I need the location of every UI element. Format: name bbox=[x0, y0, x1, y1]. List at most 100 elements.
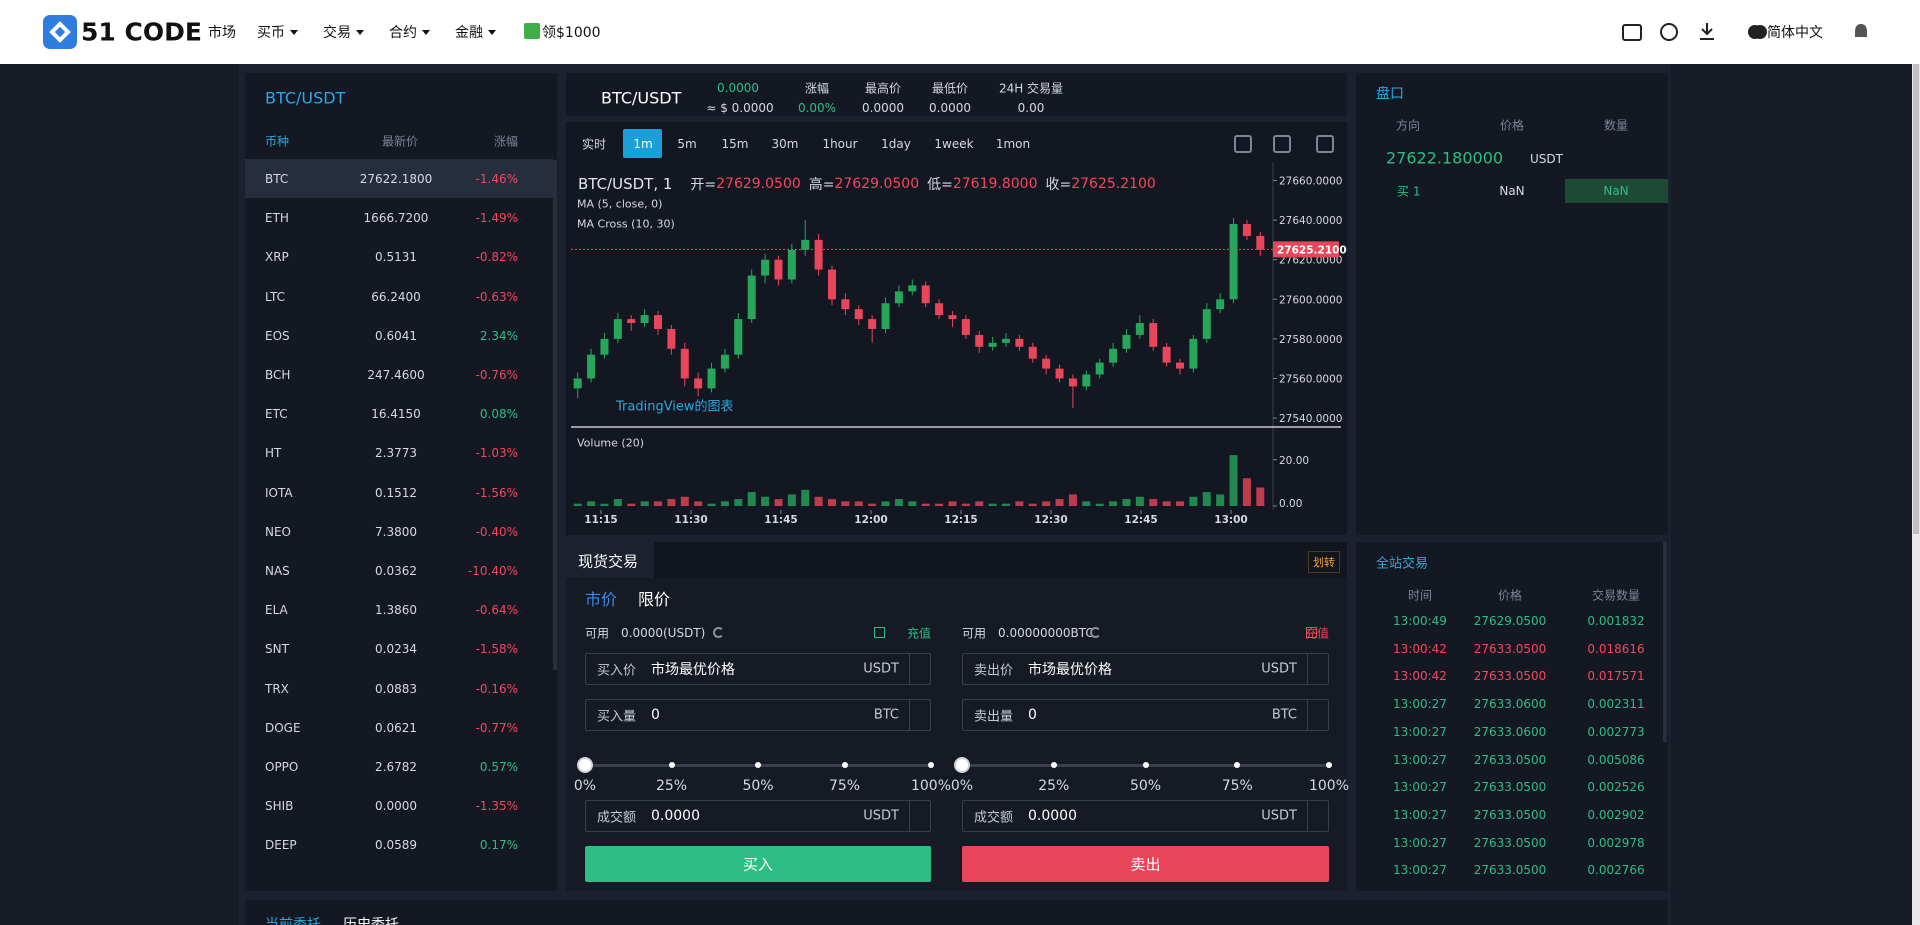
market-symbol[interactable]: ETC bbox=[265, 407, 288, 422]
order-type[interactable]: 市价 bbox=[585, 590, 618, 609]
language[interactable]: 简体中文 bbox=[1767, 25, 1823, 41]
input-field[interactable] bbox=[962, 653, 1329, 685]
interval-button[interactable]: 1m bbox=[633, 137, 653, 151]
nav-item[interactable]: 合约 bbox=[389, 25, 417, 41]
transfer-button[interactable]: 划转 bbox=[1308, 551, 1340, 573]
sell-button[interactable] bbox=[962, 846, 1329, 882]
market-symbol[interactable]: EOS bbox=[265, 328, 290, 343]
market-symbol[interactable]: SHIB bbox=[265, 799, 294, 814]
input-field[interactable] bbox=[585, 699, 931, 731]
slider-dot[interactable] bbox=[954, 757, 970, 773]
slider-dot[interactable] bbox=[755, 762, 761, 768]
interval-button[interactable]: 1week bbox=[934, 137, 974, 151]
stepper[interactable] bbox=[1307, 653, 1329, 685]
market-symbol[interactable]: OPPO bbox=[265, 760, 299, 774]
sell-button-label[interactable]: 卖出 bbox=[1130, 855, 1161, 874]
orders-tab[interactable]: 历史委托 bbox=[343, 917, 399, 925]
stepper[interactable] bbox=[1307, 699, 1329, 731]
market-symbol[interactable]: HT bbox=[265, 446, 282, 461]
legend-open: 27629.0500 bbox=[716, 176, 801, 192]
orderbook-side: 买 1 bbox=[1397, 184, 1421, 199]
scrollbar-thumb[interactable] bbox=[1913, 64, 1919, 534]
interval-button[interactable]: 5m bbox=[677, 137, 697, 151]
market-symbol[interactable]: IOTA bbox=[265, 485, 293, 500]
interval-button[interactable]: 30m bbox=[771, 137, 799, 151]
market-symbol[interactable]: NEO bbox=[265, 524, 292, 539]
buy-button[interactable] bbox=[585, 846, 931, 882]
deposit-icon[interactable] bbox=[874, 627, 885, 638]
ohlc-legend: BTC/USDT, 1 开= 27629.0500 高= 27629.0500 低= 276… bbox=[578, 174, 1156, 194]
nav-item[interactable]: 买币 bbox=[257, 25, 285, 41]
chart-tool-icon[interactable] bbox=[1234, 135, 1252, 153]
deposit-icon[interactable] bbox=[1306, 627, 1317, 638]
market-symbol[interactable]: NAS bbox=[265, 564, 290, 578]
input-field[interactable] bbox=[962, 699, 1329, 731]
market-change: -10.40% bbox=[467, 564, 518, 578]
stepper[interactable] bbox=[1307, 800, 1329, 832]
interval-button[interactable]: 1day bbox=[881, 137, 911, 151]
slider-dot[interactable] bbox=[1142, 762, 1149, 768]
market-symbol[interactable]: DOGE bbox=[265, 720, 301, 735]
market-symbol[interactable]: BCH bbox=[265, 368, 291, 382]
market-symbol[interactable]: DEEP bbox=[265, 838, 297, 853]
logo-text[interactable]: 51 CODE bbox=[81, 17, 202, 47]
trade-cell: 0.002311 bbox=[1587, 697, 1645, 712]
chart-tool-icon[interactable] bbox=[1316, 135, 1334, 153]
interval-button[interactable]: 1mon bbox=[995, 137, 1031, 151]
last-price-label: 27625.2100 bbox=[1277, 244, 1347, 256]
stepper[interactable] bbox=[909, 800, 931, 832]
nav-item[interactable]: 市场 bbox=[208, 25, 236, 41]
gift-icon[interactable] bbox=[524, 23, 540, 39]
market-price: 27622.1800 bbox=[359, 172, 433, 186]
volume-bar bbox=[654, 501, 662, 506]
promo[interactable]: 领$1000 bbox=[542, 25, 601, 41]
market-symbol[interactable]: SNT bbox=[265, 642, 289, 657]
deposit-link[interactable]: 充值 bbox=[1304, 626, 1329, 641]
interval-button[interactable]: 实时 bbox=[581, 137, 607, 152]
buy-button-label[interactable]: 买入 bbox=[742, 855, 774, 874]
legend-open-label: 开= bbox=[690, 177, 717, 193]
trade-tab-label[interactable]: 现货交易 bbox=[578, 552, 639, 571]
interval-button[interactable]: 15m bbox=[721, 137, 749, 151]
orderbook-column: 数量 bbox=[1603, 118, 1629, 133]
market-symbol[interactable]: TRX bbox=[265, 681, 289, 696]
order-type[interactable]: 限价 bbox=[638, 590, 671, 609]
slider-dot[interactable] bbox=[1234, 762, 1241, 768]
nav-item[interactable]: 金融 bbox=[455, 25, 483, 41]
market-row-selected[interactable] bbox=[245, 159, 553, 198]
slider-dot[interactable] bbox=[1050, 762, 1057, 768]
candle-body bbox=[613, 319, 622, 339]
market-change: -1.46% bbox=[475, 172, 518, 186]
input-value: 0.0000 bbox=[651, 808, 700, 824]
market-symbol[interactable]: ETH bbox=[265, 211, 289, 226]
orders-tab[interactable]: 当前委托 bbox=[265, 917, 321, 925]
slider-dot[interactable] bbox=[577, 757, 593, 773]
market-symbol[interactable]: LTC bbox=[265, 289, 286, 304]
refresh-icon[interactable] bbox=[713, 627, 724, 638]
chart-tool-icon[interactable] bbox=[1273, 135, 1291, 153]
ticker-label: 最低价 bbox=[931, 81, 969, 96]
y-tick-label: 27660.0000 bbox=[1279, 175, 1342, 187]
volume-bar bbox=[1229, 455, 1238, 506]
slider-dot[interactable] bbox=[841, 762, 848, 768]
volume-bar bbox=[1162, 501, 1171, 506]
slider-dot[interactable] bbox=[668, 762, 675, 768]
market-symbol[interactable]: XRP bbox=[265, 250, 289, 265]
stepper[interactable] bbox=[909, 653, 931, 685]
input-field[interactable] bbox=[962, 800, 1329, 832]
nav-item[interactable]: 交易 bbox=[323, 25, 351, 41]
market-symbol[interactable]: BTC bbox=[265, 172, 289, 186]
deposit-link[interactable]: 充值 bbox=[906, 626, 931, 641]
interval-button[interactable]: 1hour bbox=[822, 137, 858, 151]
input-field[interactable] bbox=[585, 800, 931, 832]
market-symbol[interactable]: ELA bbox=[265, 603, 288, 618]
slider-dot[interactable] bbox=[928, 762, 934, 768]
trade-tab[interactable] bbox=[566, 542, 654, 578]
input-field[interactable] bbox=[585, 653, 931, 685]
stepper[interactable] bbox=[909, 699, 931, 731]
orderbook-unit: USDT bbox=[1530, 152, 1563, 166]
globe-icon[interactable] bbox=[1748, 25, 1762, 39]
logo-icon[interactable] bbox=[43, 15, 77, 49]
refresh-icon[interactable] bbox=[1090, 627, 1101, 638]
slider-dot[interactable] bbox=[1326, 762, 1332, 768]
